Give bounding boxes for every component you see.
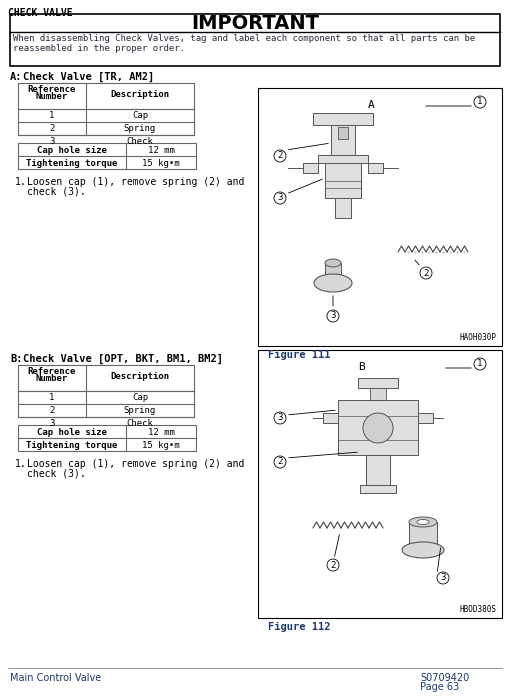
Bar — [330, 125, 354, 155]
Text: A:: A: — [10, 72, 22, 82]
Bar — [337, 127, 347, 139]
Circle shape — [436, 572, 448, 584]
Text: 15 kg•m: 15 kg•m — [142, 159, 180, 168]
Ellipse shape — [324, 259, 341, 267]
Text: Cap hole size: Cap hole size — [37, 146, 107, 155]
Circle shape — [273, 192, 286, 204]
Text: 2: 2 — [422, 268, 428, 277]
Text: Figure 111: Figure 111 — [267, 350, 330, 360]
Bar — [359, 485, 395, 493]
Ellipse shape — [408, 517, 436, 527]
Text: 1: 1 — [476, 98, 482, 107]
Text: Cap: Cap — [132, 393, 148, 402]
Ellipse shape — [314, 274, 351, 292]
Text: When disassembling Check Valves, tag and label each component so that all parts : When disassembling Check Valves, tag and… — [13, 34, 474, 43]
Circle shape — [362, 413, 392, 443]
Bar — [369, 388, 385, 400]
Text: B: B — [357, 362, 364, 372]
Bar — [365, 455, 389, 485]
Text: Check: Check — [126, 137, 153, 146]
Text: HBOD380S: HBOD380S — [459, 605, 496, 614]
Ellipse shape — [416, 519, 428, 525]
Text: 2: 2 — [277, 457, 282, 466]
Text: 1.: 1. — [15, 459, 26, 469]
Text: Number: Number — [36, 92, 68, 101]
Bar — [18, 425, 195, 451]
Circle shape — [326, 310, 338, 322]
Text: S0709420: S0709420 — [419, 673, 468, 683]
Text: 2: 2 — [49, 124, 54, 133]
Bar — [18, 143, 195, 169]
Circle shape — [273, 456, 286, 468]
Bar — [10, 14, 499, 66]
Text: 3: 3 — [277, 413, 282, 422]
Text: B:: B: — [10, 354, 22, 364]
Text: 12 mm: 12 mm — [147, 428, 174, 437]
Text: 15 kg•m: 15 kg•m — [142, 441, 180, 450]
Text: reassembled in the proper order.: reassembled in the proper order. — [13, 44, 185, 53]
Text: 1.: 1. — [15, 177, 26, 187]
Text: Reference: Reference — [28, 85, 76, 94]
Text: CHECK VALVE: CHECK VALVE — [8, 8, 72, 18]
Text: 1: 1 — [476, 360, 482, 369]
Bar — [313, 113, 372, 125]
Text: Reference: Reference — [28, 367, 76, 376]
Text: 2: 2 — [49, 406, 54, 415]
Bar — [337, 400, 417, 455]
Text: Spring: Spring — [124, 406, 156, 415]
Text: Loosen cap (1), remove spring (2) and: Loosen cap (1), remove spring (2) and — [27, 459, 244, 469]
Circle shape — [273, 412, 286, 424]
Circle shape — [473, 96, 485, 108]
Text: 3: 3 — [330, 312, 335, 321]
Text: Check Valve [TR, AM2]: Check Valve [TR, AM2] — [23, 72, 154, 82]
Bar — [324, 163, 360, 198]
Text: A: A — [367, 100, 374, 110]
Bar — [417, 413, 432, 423]
Bar — [318, 155, 367, 163]
Text: 1: 1 — [49, 393, 54, 402]
Text: Cap hole size: Cap hole size — [37, 428, 107, 437]
Bar — [18, 365, 193, 417]
Bar — [357, 378, 397, 388]
Text: IMPORTANT: IMPORTANT — [191, 14, 318, 33]
Bar — [334, 198, 350, 218]
Text: Page 63: Page 63 — [419, 682, 458, 692]
Ellipse shape — [401, 542, 443, 558]
Text: Description: Description — [110, 90, 169, 99]
Text: Loosen cap (1), remove spring (2) and: Loosen cap (1), remove spring (2) and — [27, 177, 244, 187]
Circle shape — [273, 150, 286, 162]
Bar — [302, 163, 318, 173]
Text: Check: Check — [126, 419, 153, 428]
Text: 3: 3 — [49, 137, 54, 146]
Circle shape — [419, 267, 431, 279]
Bar — [322, 413, 337, 423]
Bar — [324, 263, 341, 285]
Text: Cap: Cap — [132, 111, 148, 120]
Text: Description: Description — [110, 372, 169, 381]
Bar — [18, 83, 193, 135]
Bar — [367, 163, 382, 173]
Text: Number: Number — [36, 374, 68, 383]
Text: 2: 2 — [277, 151, 282, 160]
Text: Main Control Valve: Main Control Valve — [10, 673, 101, 683]
Circle shape — [473, 358, 485, 370]
Text: Figure 112: Figure 112 — [267, 622, 330, 632]
Text: Check Valve [OPT, BKT, BM1, BM2]: Check Valve [OPT, BKT, BM1, BM2] — [23, 354, 222, 365]
Text: HAOH030P: HAOH030P — [459, 333, 496, 342]
Text: Spring: Spring — [124, 124, 156, 133]
Text: 12 mm: 12 mm — [147, 146, 174, 155]
Text: Tightening torque: Tightening torque — [26, 159, 118, 168]
Bar — [408, 522, 436, 552]
Text: check (3).: check (3). — [27, 187, 86, 197]
Text: 3: 3 — [49, 419, 54, 428]
Bar — [258, 88, 501, 346]
Text: 1: 1 — [49, 111, 54, 120]
Text: 3: 3 — [439, 574, 445, 583]
Bar — [258, 350, 501, 618]
Text: Tightening torque: Tightening torque — [26, 441, 118, 450]
Text: 3: 3 — [277, 194, 282, 203]
Circle shape — [326, 559, 338, 571]
Text: check (3).: check (3). — [27, 469, 86, 479]
Text: 2: 2 — [330, 560, 335, 569]
